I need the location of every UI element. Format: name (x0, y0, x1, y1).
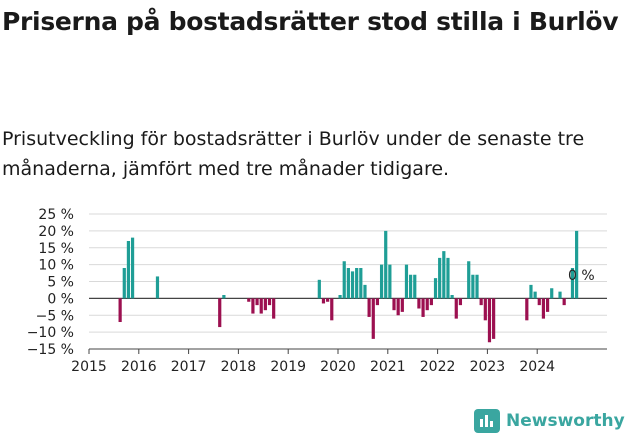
x-tick-label: 2015 (71, 359, 107, 375)
bar (388, 264, 392, 299)
bar (375, 298, 380, 306)
newsworthy-logo-icon (474, 409, 500, 433)
bar (317, 279, 321, 299)
bar (379, 264, 384, 299)
bar (545, 298, 550, 312)
bar (367, 298, 371, 317)
bar (350, 271, 355, 299)
bar (218, 298, 222, 328)
y-tick-label: 10 % (38, 258, 74, 274)
bar (483, 298, 487, 321)
x-tick-label: 2023 (470, 359, 506, 375)
chart-title: Priserna på bostadsrätter stod stilla i … (2, 7, 619, 36)
bar-chart: 25 %20 %15 %10 %5 %0 %−5 %−10 %−15 % 201… (27, 207, 607, 375)
bar (467, 261, 471, 299)
bar (438, 257, 442, 299)
bar (458, 298, 463, 306)
y-axis-labels: 25 %20 %15 %10 %5 %0 %−5 %−10 %−15 % (27, 207, 74, 358)
x-tick-label: 2019 (270, 359, 306, 375)
bar (326, 298, 330, 302)
bar (541, 298, 546, 319)
bar (338, 295, 342, 299)
bars (118, 230, 579, 343)
bar (222, 295, 226, 299)
bar (321, 298, 326, 304)
bar (492, 298, 496, 339)
bar (562, 298, 566, 306)
x-tick-label: 2022 (420, 359, 456, 375)
x-tick-label: 2016 (121, 359, 157, 375)
bar (575, 230, 579, 299)
bar (392, 298, 396, 311)
bar (417, 298, 421, 309)
bar (130, 237, 135, 299)
bar (122, 268, 126, 299)
bar (155, 276, 160, 299)
bar (433, 278, 438, 299)
bar (342, 261, 346, 299)
bar (255, 298, 259, 306)
bar (421, 298, 425, 317)
x-tick-label: 2018 (221, 359, 257, 375)
y-tick-label: −10 % (27, 325, 74, 341)
bar (330, 298, 334, 321)
bar (525, 298, 529, 321)
x-tick-label: 2017 (171, 359, 207, 375)
bar (247, 298, 251, 302)
bar (537, 298, 541, 306)
bar (550, 288, 554, 299)
y-tick-label: 0 % (47, 291, 74, 307)
y-tick-label: −15 % (27, 342, 74, 358)
x-axis: 2015 2016 2017 2018 2019 2020 2021 2022 2023 2024 (71, 348, 607, 375)
last-value-label: 0 % (568, 268, 595, 284)
bar (442, 251, 446, 299)
bar (396, 298, 400, 316)
bar (126, 241, 131, 299)
bar (471, 274, 475, 299)
y-tick-label: 20 % (38, 224, 74, 240)
chart-subtitle: Prisutveckling för bostadsrätter i Burlö… (2, 128, 585, 180)
bar (404, 264, 409, 299)
x-tick-label: 2021 (370, 359, 406, 375)
bar (363, 284, 367, 299)
bar (558, 291, 562, 299)
bar (454, 298, 458, 319)
x-tick-label: 2024 (519, 359, 555, 375)
bar (570, 268, 575, 299)
bar (529, 284, 533, 299)
y-tick-label: −5 % (36, 308, 74, 324)
y-tick-label: 15 % (38, 241, 74, 257)
bar (263, 298, 267, 311)
bar (118, 298, 122, 323)
bar (446, 257, 450, 299)
bar (355, 268, 359, 299)
bar (259, 298, 263, 314)
bar (413, 274, 417, 299)
newsworthy-brand: Newsworthy (474, 409, 625, 433)
bar (487, 298, 492, 343)
bar (359, 268, 363, 299)
brand-name: Newsworthy (506, 411, 625, 431)
bar (450, 295, 454, 299)
bar (267, 298, 272, 306)
bar (400, 298, 404, 312)
bar (429, 298, 433, 306)
bar (409, 274, 413, 299)
bar (371, 298, 375, 339)
bar (533, 291, 537, 299)
x-tick-label: 2020 (320, 359, 356, 375)
bar (251, 298, 255, 314)
bar (425, 298, 429, 311)
bar (475, 274, 479, 299)
bar (479, 298, 483, 306)
bar (384, 230, 388, 299)
y-tick-label: 25 % (38, 207, 74, 223)
y-tick-label: 5 % (47, 275, 74, 291)
bar (346, 268, 350, 299)
bar (272, 298, 276, 319)
